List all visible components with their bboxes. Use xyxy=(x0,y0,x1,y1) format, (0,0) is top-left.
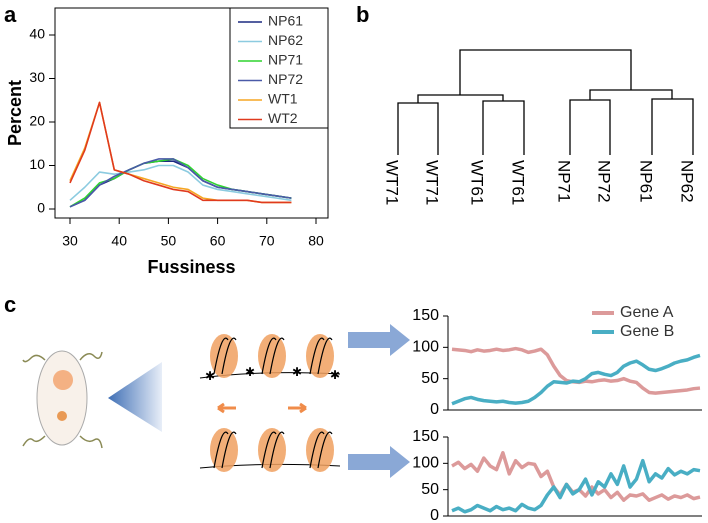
y-tick-label: 100 xyxy=(412,339,439,356)
legend-box xyxy=(229,7,329,129)
line-series xyxy=(69,164,292,202)
x-tick-label: 50 xyxy=(161,233,177,249)
y-tick-label: 150 xyxy=(412,428,439,445)
legend-label: Gene A xyxy=(620,304,674,321)
panel-label: a xyxy=(4,2,17,27)
leaf-label: NP72 xyxy=(595,160,614,203)
cell-diagram xyxy=(22,350,162,449)
x-axis-label: Fussiness xyxy=(147,257,235,277)
legend-label: NP72 xyxy=(268,71,303,87)
x-tick-label: 30 xyxy=(62,233,78,249)
y-tick-label: 30 xyxy=(29,69,45,85)
legend-label: NP62 xyxy=(268,32,303,48)
y-tick-label: 50 xyxy=(421,370,439,387)
svg-text:✱: ✱ xyxy=(330,368,340,382)
dendrogram xyxy=(397,49,694,155)
nucleosomes: ✱ ✱ ✱ ✱ xyxy=(199,334,340,472)
x-tick-label: 80 xyxy=(308,233,324,249)
leaf-label: WT71 xyxy=(423,160,442,205)
leaf-label: WT71 xyxy=(383,160,402,205)
legend-label: WT2 xyxy=(268,110,298,126)
line-series xyxy=(451,346,701,395)
legend-label: NP61 xyxy=(268,13,303,29)
line-series xyxy=(69,101,292,204)
leaf-label: NP71 xyxy=(555,160,574,203)
y-tick-label: 40 xyxy=(29,26,45,42)
y-axis-label: Percent xyxy=(5,80,25,146)
y-tick-label: 0 xyxy=(37,200,45,216)
panel-label: b xyxy=(356,2,369,27)
panel-label: c xyxy=(4,292,16,317)
leaf-label: WT61 xyxy=(509,160,528,205)
legend-label: WT1 xyxy=(268,91,298,107)
line-series xyxy=(69,158,292,208)
y-tick-label: 10 xyxy=(29,156,45,172)
y-tick-label: 0 xyxy=(430,401,439,418)
svg-text:✱: ✱ xyxy=(245,365,255,379)
x-tick-label: 70 xyxy=(259,233,275,249)
line-series xyxy=(451,458,701,514)
y-tick-label: 0 xyxy=(430,507,439,523)
line-series xyxy=(451,353,701,406)
legend-label: Gene B xyxy=(620,323,674,340)
y-tick-label: 150 xyxy=(412,307,439,324)
leaf-label: WT61 xyxy=(468,160,487,205)
block-arrows xyxy=(348,324,410,478)
x-tick-label: 60 xyxy=(210,233,226,249)
y-tick-label: 100 xyxy=(412,455,439,472)
y-tick-label: 50 xyxy=(421,481,439,498)
leaf-label: NP62 xyxy=(678,160,697,203)
leaf-label: NP61 xyxy=(637,160,656,203)
svg-text:✱: ✱ xyxy=(205,369,215,383)
y-tick-label: 20 xyxy=(29,113,45,129)
legend-label: NP71 xyxy=(268,52,303,68)
x-tick-label: 40 xyxy=(111,233,127,249)
svg-text:✱: ✱ xyxy=(292,365,302,379)
